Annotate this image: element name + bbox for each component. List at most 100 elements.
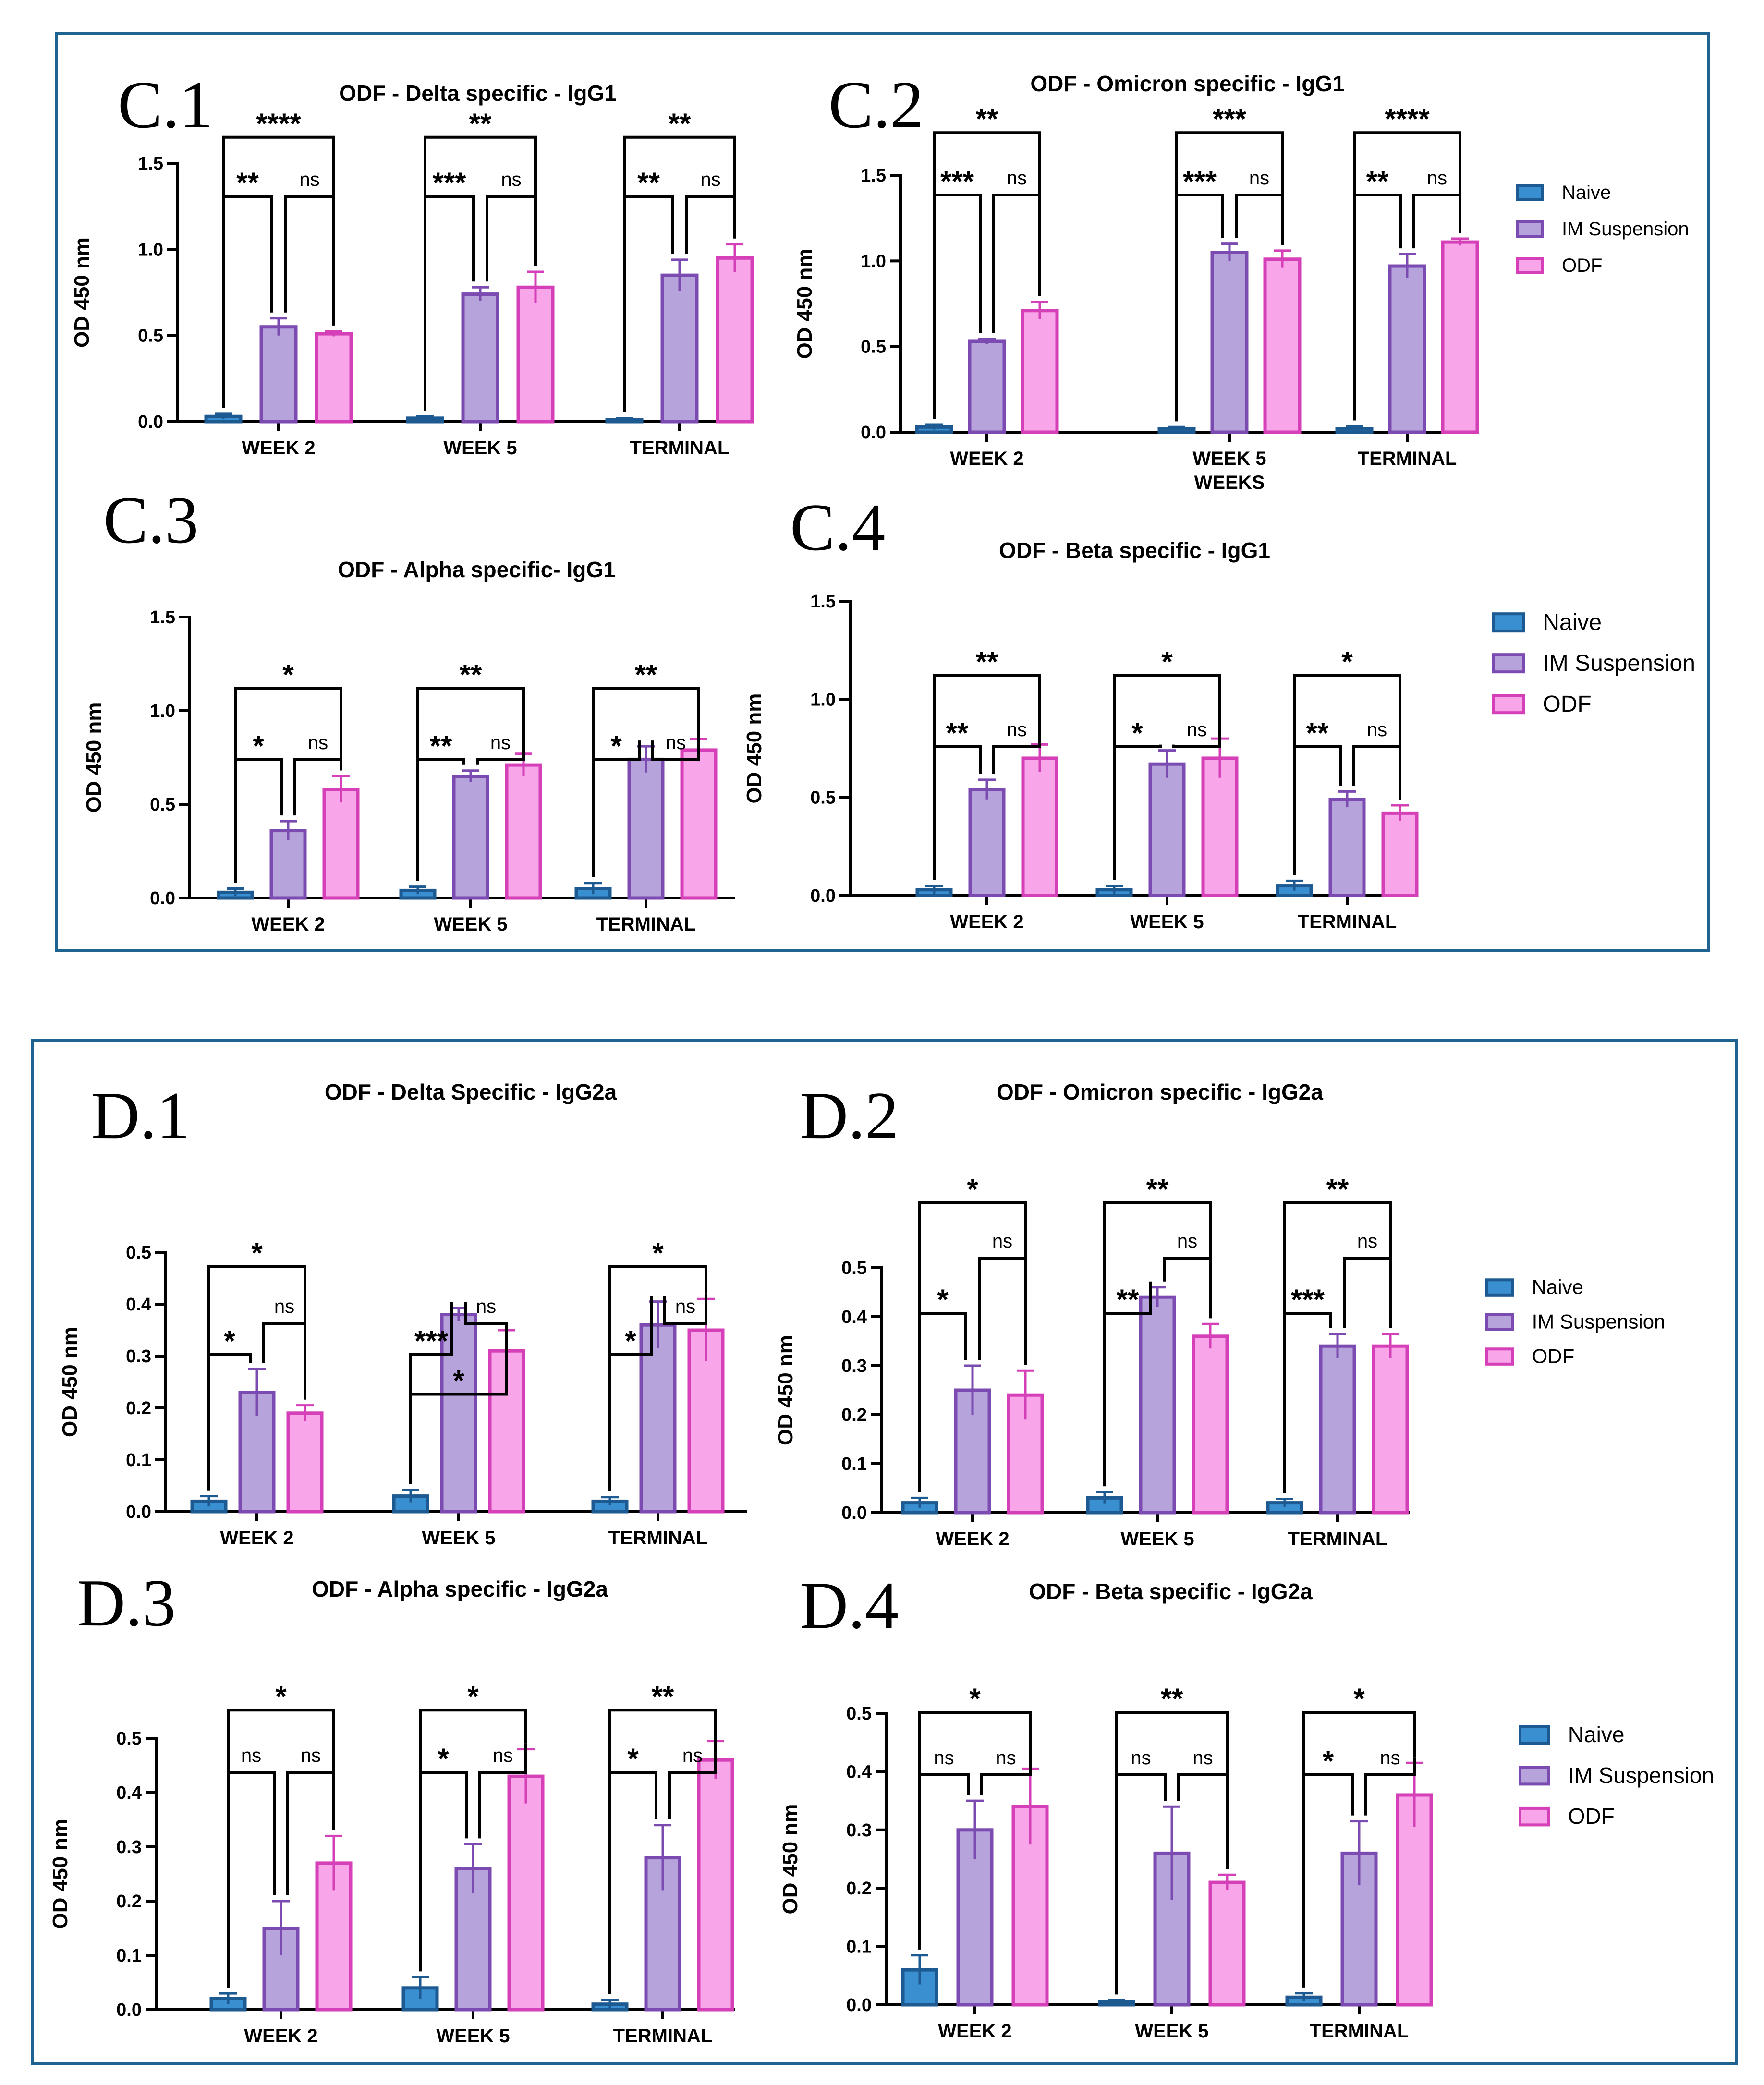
bar-im-suspension xyxy=(461,292,499,424)
y-tick-label: 0.3 xyxy=(841,1356,867,1376)
legend-swatch-odf xyxy=(1485,1347,1514,1366)
chart-D-4: ODF - Beta specific - IgG2a 0.0 0.1 0.2 0.3 0… xyxy=(779,1579,1433,2042)
y-tick-label: 0.5 xyxy=(116,1729,142,1749)
bar-im-suspension xyxy=(452,775,489,900)
chart-title: ODF - Omicron specific - IgG2a xyxy=(997,1079,1323,1104)
y-tick-label: 1.0 xyxy=(861,251,886,271)
x-axis-label: WEEKS xyxy=(1194,472,1265,493)
significance-label: ** xyxy=(430,730,452,762)
bar-im-suspension xyxy=(1210,251,1249,434)
y-tick-label: 0.1 xyxy=(126,1450,151,1470)
x-tick-label: WEEK 5 xyxy=(1130,911,1204,933)
significance-label: ns xyxy=(666,732,686,753)
significance-bracket xyxy=(1343,1257,1392,1328)
x-tick-label: TERMINAL xyxy=(1358,448,1457,469)
panel-c-frame xyxy=(55,32,1710,952)
legend-label: IM Suspension xyxy=(1543,651,1695,676)
bar-odf xyxy=(286,1411,324,1514)
x-tick-label: TERMINAL xyxy=(1298,911,1397,933)
y-tick-label: 1.5 xyxy=(861,166,886,186)
y-tick-label: 0.0 xyxy=(810,886,836,906)
chart-title: ODF - Omicron specific - IgG1 xyxy=(1030,71,1344,96)
x-tick-label: WEEK 5 xyxy=(1192,448,1266,469)
x-tick-label: WEEK 5 xyxy=(1135,2021,1208,2042)
significance-label: ns xyxy=(1427,168,1447,189)
significance-bracket xyxy=(409,1324,508,1484)
y-tick-label: 0.2 xyxy=(846,1879,872,1899)
significance-label: * xyxy=(1131,717,1143,749)
significance-label: * xyxy=(467,1680,479,1712)
significance-label: ns xyxy=(301,1745,321,1766)
chart-C-4: ODF - Beta specific - IgG1 0.0 0.5 1.0 1.5 OD… xyxy=(742,538,1419,933)
x-tick-label: WEEK 2 xyxy=(220,1527,293,1549)
legend-2: Naive IM Suspension ODF xyxy=(1492,610,1695,717)
legend-swatch-naive xyxy=(1519,1725,1550,1745)
y-tick-label: 0.5 xyxy=(810,788,836,808)
significance-label: ns xyxy=(1187,719,1207,740)
chart-C-1: ODF - Delta specific - IgG1 0.0 0.5 1.0 1.5 O… xyxy=(70,81,754,459)
significance-bracket xyxy=(1283,1201,1392,1493)
legend-swatch-odf xyxy=(1519,1806,1550,1827)
bar-im-suspension xyxy=(1388,264,1426,434)
y-tick-label: 1.0 xyxy=(138,240,163,260)
significance-label: *** xyxy=(432,167,466,199)
significance-bracket xyxy=(1293,674,1401,875)
significance-bracket xyxy=(1115,1711,1229,1995)
y-axis-label: OD 450 nm xyxy=(774,1335,797,1445)
bar-odf xyxy=(1381,811,1419,897)
y-tick-label: 0.2 xyxy=(116,1891,142,1912)
bar-odf xyxy=(1263,257,1302,434)
bar-im-suspension xyxy=(627,757,665,900)
bar-im-suspension xyxy=(1148,762,1186,897)
significance-label: * xyxy=(1341,646,1353,678)
bar-odf xyxy=(680,748,718,900)
significance-bracket xyxy=(1235,194,1284,245)
y-tick-label: 0.1 xyxy=(841,1454,867,1474)
significance-bracket xyxy=(980,1763,1032,1795)
y-tick-label: 0.4 xyxy=(841,1307,867,1327)
y-tick-label: 0.2 xyxy=(841,1405,867,1425)
significance-label: ** xyxy=(976,103,998,135)
significance-label: * xyxy=(625,1325,636,1357)
significance-label: *** xyxy=(940,165,974,197)
bar-odf xyxy=(1441,240,1479,434)
y-axis-label: OD 450 nm xyxy=(70,237,94,348)
significance-bracket xyxy=(234,687,342,883)
significance-label: ns xyxy=(476,1296,496,1317)
significance-label: ns xyxy=(299,169,319,190)
bar-odf xyxy=(697,1758,734,2012)
bar-odf xyxy=(1372,1344,1409,1515)
y-tick-label: 0.1 xyxy=(116,1946,142,1966)
bar-im-suspension xyxy=(440,1313,477,1514)
significance-label: * xyxy=(969,1683,981,1715)
y-axis-label: OD 450 nm xyxy=(49,1819,72,1929)
significance-label: * xyxy=(224,1325,235,1357)
significance-label: ** xyxy=(1366,165,1389,197)
significance-bracket xyxy=(1412,194,1461,249)
significance-label: * xyxy=(610,730,622,762)
significance-label: ns xyxy=(1357,1231,1377,1252)
y-tick-label: 0.0 xyxy=(861,423,886,443)
legend-label: IM Suspension xyxy=(1532,1310,1666,1333)
legend-4: Naive IM Suspension ODF xyxy=(1519,1722,1714,1829)
significance-bracket xyxy=(419,1709,527,1972)
significance-label: * xyxy=(453,1365,464,1397)
significance-label: ** xyxy=(1326,1173,1349,1205)
x-tick-label: TERMINAL xyxy=(1310,2021,1409,2042)
bar-im-suspension xyxy=(1319,1344,1356,1515)
bar-odf xyxy=(507,1774,545,2012)
y-tick-label: 0.0 xyxy=(116,2000,142,2020)
panel-label-c3: C.3 xyxy=(103,483,198,558)
legend-3: Naive IM Suspension ODF xyxy=(1485,1276,1666,1368)
significance-label: * xyxy=(251,1237,263,1269)
y-tick-label: 1.0 xyxy=(810,690,836,710)
legend-label: ODF xyxy=(1568,1804,1615,1829)
y-axis-label: OD 450 nm xyxy=(793,249,816,359)
y-tick-label: 0.5 xyxy=(126,1243,151,1263)
y-tick-label: 0.4 xyxy=(846,1762,872,1782)
significance-bracket xyxy=(1352,745,1401,800)
significance-bracket xyxy=(608,1709,717,1994)
significance-label: * xyxy=(1323,1745,1334,1777)
y-tick-label: 0.2 xyxy=(126,1398,151,1418)
significance-bracket xyxy=(478,1743,527,1839)
